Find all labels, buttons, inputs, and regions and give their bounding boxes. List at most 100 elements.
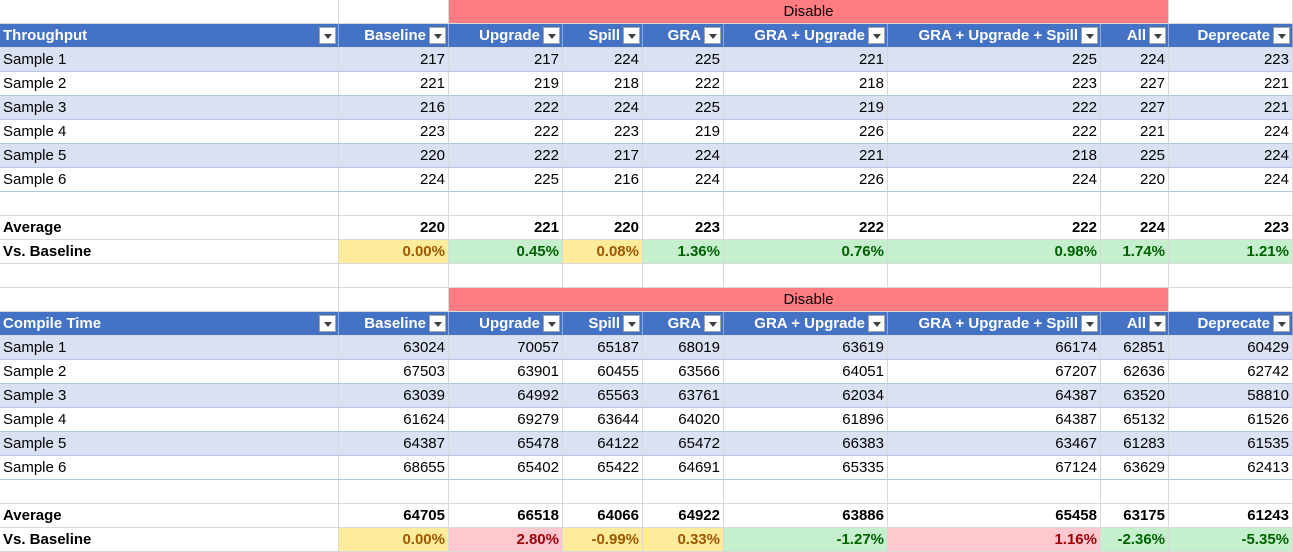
- column-header-gra[interactable]: GRA: [643, 24, 724, 48]
- value-cell[interactable]: 64020: [643, 408, 724, 432]
- filter-dropdown-baseline-icon[interactable]: [429, 27, 446, 44]
- value-cell[interactable]: 218: [888, 144, 1101, 168]
- value-cell[interactable]: 61535: [1169, 432, 1293, 456]
- value-cell[interactable]: 216: [339, 96, 449, 120]
- value-cell[interactable]: 64051: [724, 360, 888, 384]
- value-cell[interactable]: 67124: [888, 456, 1101, 480]
- vs-baseline-value[interactable]: 2.80%: [449, 528, 563, 552]
- row-label[interactable]: Sample 2: [0, 72, 339, 96]
- value-cell[interactable]: 218: [563, 72, 643, 96]
- filter-dropdown-gra-upgrade-spill-icon[interactable]: [1081, 27, 1098, 44]
- value-cell[interactable]: 221: [339, 72, 449, 96]
- empty-cell[interactable]: [339, 264, 449, 288]
- value-cell[interactable]: 227: [1101, 72, 1169, 96]
- empty-cell[interactable]: [643, 264, 724, 288]
- value-cell[interactable]: 63644: [563, 408, 643, 432]
- value-cell[interactable]: 65187: [563, 336, 643, 360]
- average-value[interactable]: 224: [1101, 216, 1169, 240]
- value-cell[interactable]: 67207: [888, 360, 1101, 384]
- column-header-upgrade[interactable]: Upgrade: [449, 24, 563, 48]
- value-cell[interactable]: 62034: [724, 384, 888, 408]
- value-cell[interactable]: 222: [449, 144, 563, 168]
- vs-baseline-value[interactable]: -0.99%: [563, 528, 643, 552]
- value-cell[interactable]: 224: [888, 168, 1101, 192]
- value-cell[interactable]: 64387: [339, 432, 449, 456]
- value-cell[interactable]: 62413: [1169, 456, 1293, 480]
- value-cell[interactable]: 61526: [1169, 408, 1293, 432]
- average-value[interactable]: 223: [1169, 216, 1293, 240]
- value-cell[interactable]: 225: [643, 96, 724, 120]
- filter-dropdown-all-icon[interactable]: [1149, 27, 1166, 44]
- value-cell[interactable]: 224: [1169, 144, 1293, 168]
- filter-dropdown-deprecate-icon[interactable]: [1273, 27, 1290, 44]
- value-cell[interactable]: 224: [563, 96, 643, 120]
- vs-baseline-value[interactable]: 0.76%: [724, 240, 888, 264]
- empty-cell[interactable]: [724, 264, 888, 288]
- value-cell[interactable]: 220: [339, 144, 449, 168]
- filter-dropdown-gra-upgrade-icon[interactable]: [868, 27, 885, 44]
- value-cell[interactable]: 219: [449, 72, 563, 96]
- value-cell[interactable]: 68019: [643, 336, 724, 360]
- empty-cell[interactable]: [643, 480, 724, 504]
- filter-dropdown-baseline-icon[interactable]: [429, 315, 446, 332]
- value-cell[interactable]: 222: [888, 120, 1101, 144]
- empty-cell[interactable]: [449, 264, 563, 288]
- empty-cell[interactable]: [339, 480, 449, 504]
- vs-baseline-value[interactable]: 1.74%: [1101, 240, 1169, 264]
- value-cell[interactable]: 64992: [449, 384, 563, 408]
- value-cell[interactable]: 65472: [643, 432, 724, 456]
- value-cell[interactable]: 225: [888, 48, 1101, 72]
- value-cell[interactable]: 65478: [449, 432, 563, 456]
- value-cell[interactable]: 66383: [724, 432, 888, 456]
- value-cell[interactable]: 63629: [1101, 456, 1169, 480]
- empty-cell[interactable]: [563, 264, 643, 288]
- column-header-baseline[interactable]: Baseline: [339, 312, 449, 336]
- average-value[interactable]: 220: [563, 216, 643, 240]
- filter-dropdown-spill-icon[interactable]: [623, 315, 640, 332]
- value-cell[interactable]: 63761: [643, 384, 724, 408]
- filter-dropdown-throughput-icon[interactable]: [319, 27, 336, 44]
- value-cell[interactable]: 65422: [563, 456, 643, 480]
- vs-baseline-value[interactable]: 1.36%: [643, 240, 724, 264]
- value-cell[interactable]: 219: [724, 96, 888, 120]
- empty-cell[interactable]: [1169, 480, 1293, 504]
- value-cell[interactable]: 62851: [1101, 336, 1169, 360]
- value-cell[interactable]: 217: [339, 48, 449, 72]
- value-cell[interactable]: 65335: [724, 456, 888, 480]
- value-cell[interactable]: 221: [724, 144, 888, 168]
- column-header-upgrade[interactable]: Upgrade: [449, 312, 563, 336]
- value-cell[interactable]: 69279: [449, 408, 563, 432]
- value-cell[interactable]: 70057: [449, 336, 563, 360]
- value-cell[interactable]: 65132: [1101, 408, 1169, 432]
- value-cell[interactable]: 61896: [724, 408, 888, 432]
- empty-cell[interactable]: [888, 192, 1101, 216]
- empty-cell[interactable]: [1169, 192, 1293, 216]
- empty-cell[interactable]: [1169, 0, 1293, 24]
- empty-cell[interactable]: [339, 192, 449, 216]
- empty-cell[interactable]: [1101, 480, 1169, 504]
- filter-dropdown-spill-icon[interactable]: [623, 27, 640, 44]
- row-label[interactable]: Sample 6: [0, 456, 339, 480]
- value-cell[interactable]: 63520: [1101, 384, 1169, 408]
- value-cell[interactable]: 227: [1101, 96, 1169, 120]
- value-cell[interactable]: 226: [724, 120, 888, 144]
- average-value[interactable]: 222: [888, 216, 1101, 240]
- value-cell[interactable]: 63039: [339, 384, 449, 408]
- compile-time-title-header[interactable]: Compile Time: [0, 312, 339, 336]
- average-label[interactable]: Average: [0, 216, 339, 240]
- vs-baseline-label[interactable]: Vs. Baseline: [0, 528, 339, 552]
- value-cell[interactable]: 61283: [1101, 432, 1169, 456]
- vs-baseline-label[interactable]: Vs. Baseline: [0, 240, 339, 264]
- vs-baseline-value[interactable]: -5.35%: [1169, 528, 1293, 552]
- filter-dropdown-gra-upgrade-icon[interactable]: [868, 315, 885, 332]
- filter-dropdown-compile-time-icon[interactable]: [319, 315, 336, 332]
- value-cell[interactable]: 63901: [449, 360, 563, 384]
- column-header-gra-upgrade[interactable]: GRA + Upgrade: [724, 312, 888, 336]
- average-value[interactable]: 61243: [1169, 504, 1293, 528]
- average-value[interactable]: 220: [339, 216, 449, 240]
- vs-baseline-value[interactable]: 1.21%: [1169, 240, 1293, 264]
- filter-dropdown-gra-icon[interactable]: [704, 315, 721, 332]
- empty-cell[interactable]: [0, 288, 339, 312]
- average-value[interactable]: 63886: [724, 504, 888, 528]
- value-cell[interactable]: 224: [643, 144, 724, 168]
